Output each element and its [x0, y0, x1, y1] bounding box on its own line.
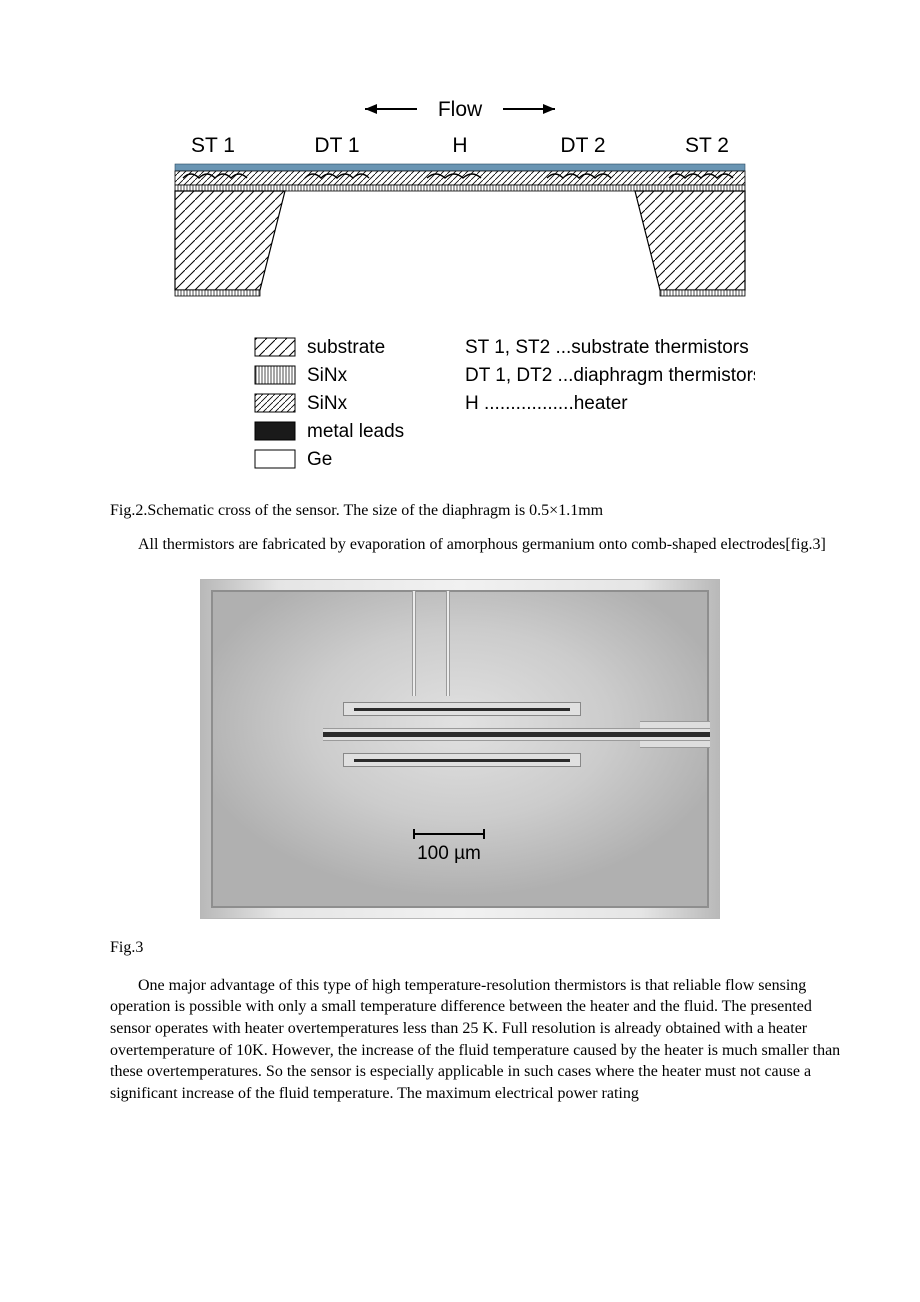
- fig3-container: 100 µm: [70, 579, 850, 919]
- fig3-electrode-top: [343, 702, 581, 716]
- fig2-caption: Fig.2.Schematic cross of the sensor. The…: [110, 500, 850, 522]
- swatch-metal: [255, 422, 295, 440]
- substrate-left: [175, 191, 285, 290]
- fig2-legend: substrate SiNx SiNx metal leads Ge ST 1,…: [255, 337, 755, 470]
- label-st2: ST 2: [685, 134, 729, 157]
- fig2-diagram: Flow ST 1 DT 1 H DT 2 ST 2: [165, 90, 755, 480]
- fig3-vertical-lead-2: [447, 591, 449, 696]
- swatch-sinx-vert: [255, 366, 295, 384]
- label-dt1: DT 1: [314, 134, 359, 157]
- legend-substrate: substrate: [307, 337, 385, 358]
- legend-ge: Ge: [307, 449, 332, 470]
- fig3-micrograph: 100 µm: [211, 590, 709, 908]
- sinx-bottom-right: [660, 290, 745, 296]
- legend-h-text: H .................heater: [465, 393, 628, 414]
- fig3-electrode-bottom: [343, 753, 581, 767]
- fig2-container: Flow ST 1 DT 1 H DT 2 ST 2: [70, 90, 850, 480]
- swatch-ge: [255, 450, 295, 468]
- paragraph-2: One major advantage of this type of high…: [110, 975, 850, 1105]
- legend-st-text: ST 1, ST2 ...substrate thermistors: [465, 337, 749, 358]
- fig3-heater: [323, 732, 710, 737]
- sinx-bottom-left: [175, 290, 260, 296]
- sinx-upper: [175, 171, 745, 185]
- fig3-scale-bar: [413, 829, 485, 839]
- swatch-sinx-diag: [255, 394, 295, 412]
- flow-indicator: Flow: [365, 98, 555, 121]
- fig3-vertical-lead-1: [413, 591, 415, 696]
- swatch-substrate: [255, 338, 295, 356]
- flow-label: Flow: [438, 98, 483, 121]
- label-h: H: [452, 134, 467, 157]
- fig3-frame: 100 µm: [200, 579, 720, 919]
- fig3-scale-text: 100 µm: [417, 843, 481, 864]
- legend-metal: metal leads: [307, 421, 404, 442]
- fig3-scale: 100 µm: [413, 829, 485, 867]
- legend-sinx-diag: SiNx: [307, 393, 348, 414]
- passivation-layer: [175, 164, 745, 171]
- legend-sinx-vert: SiNx: [307, 365, 348, 386]
- paragraph-1: All thermistors are fabricated by evapor…: [110, 534, 850, 556]
- legend-dt-text: DT 1, DT2 ...diaphragm thermistors: [465, 365, 755, 386]
- region-labels: ST 1 DT 1 H DT 2 ST 2: [191, 134, 729, 157]
- sinx-thin: [175, 185, 745, 191]
- fig3-caption: Fig.3: [110, 937, 850, 959]
- label-st1: ST 1: [191, 134, 235, 157]
- label-dt2: DT 2: [560, 134, 605, 157]
- substrate-right: [635, 191, 745, 290]
